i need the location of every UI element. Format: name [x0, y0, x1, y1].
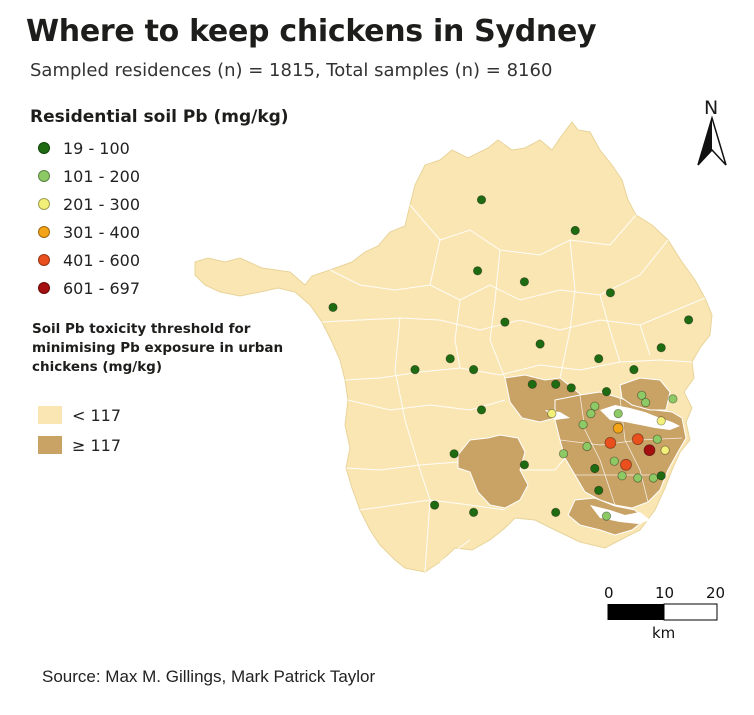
sample-point	[594, 354, 604, 364]
sample-point	[519, 460, 530, 470]
sample-point	[468, 507, 479, 518]
sample-point	[601, 511, 612, 521]
sample-point	[601, 386, 612, 397]
legend-item: 401 - 600	[38, 246, 140, 274]
sample-point	[445, 354, 455, 364]
sample-point	[612, 422, 624, 434]
lga-boundaries	[321, 204, 706, 573]
legend-title: Residential soil Pb (mg/kg)	[30, 107, 289, 127]
sample-point	[500, 317, 510, 327]
sample-point	[637, 390, 647, 400]
sample-point	[547, 408, 557, 419]
sample-point	[476, 195, 487, 205]
sample-point	[609, 456, 619, 466]
sample-point	[586, 408, 596, 419]
legend-threshold-classes: < 117 ≥ 117	[38, 400, 121, 460]
sample-point	[660, 445, 670, 455]
sample-point	[613, 408, 623, 419]
sample-point	[551, 507, 561, 518]
scale-tick-10: 10	[655, 584, 675, 602]
sample-point	[594, 485, 604, 495]
sample-point	[640, 397, 651, 408]
sample-point	[535, 339, 545, 349]
map-title: Where to keep chickens in Sydney	[26, 14, 597, 49]
sample-point	[570, 225, 580, 236]
sample-point	[648, 473, 659, 483]
sample-point	[656, 343, 666, 353]
legend-label: 201 - 300	[63, 194, 141, 214]
sample-point	[590, 463, 600, 474]
legend-item: 101 - 200	[38, 162, 140, 190]
legend-dot-icon	[38, 142, 50, 154]
sample-point	[476, 405, 487, 415]
sample-point	[578, 419, 588, 430]
legend-item: 601 - 697	[38, 274, 140, 302]
legend-dot-icon	[38, 254, 50, 266]
north-arrow-icon	[697, 115, 727, 166]
sample-point	[566, 383, 576, 393]
legend-item: ≥ 117	[38, 430, 121, 460]
sample-point	[604, 436, 617, 449]
sample-point	[519, 277, 530, 287]
sample-point	[558, 449, 569, 459]
scale-tick-20: 20	[706, 584, 726, 602]
sample-point	[449, 449, 459, 459]
sample-point	[617, 471, 627, 481]
legend-label: 101 - 200	[63, 166, 141, 186]
legend-label: 601 - 697	[63, 278, 141, 298]
legend-label: 401 - 600	[63, 250, 141, 270]
sample-points	[328, 195, 694, 521]
scale-unit: km	[652, 624, 676, 642]
sample-point	[527, 379, 537, 389]
sample-point	[468, 364, 479, 375]
sample-point	[605, 288, 616, 298]
sample-point	[551, 379, 561, 389]
sample-point	[590, 401, 600, 411]
sample-point	[429, 500, 440, 510]
legend-dot-icon	[38, 170, 50, 182]
legend-item: 301 - 400	[38, 218, 140, 246]
scale-bar	[607, 603, 718, 621]
sample-point	[631, 433, 644, 446]
legend-dot-icon	[38, 282, 50, 294]
scale-tick-0: 0	[604, 584, 614, 602]
legend-swatch-icon	[38, 436, 62, 454]
legend-dot-icon	[38, 226, 50, 238]
legend-swatch-icon	[38, 406, 62, 424]
sample-point	[633, 473, 643, 483]
legend-item: 19 - 100	[38, 134, 140, 162]
legend-label: < 117	[72, 405, 122, 425]
legend-label: 19 - 100	[63, 138, 130, 158]
legend-label: ≥ 117	[72, 435, 122, 455]
sample-point	[620, 458, 632, 471]
sample-point	[629, 364, 639, 375]
legend-item: < 117	[38, 400, 121, 430]
source-credit: Source: Max M. Gillings, Mark Patrick Ta…	[42, 667, 376, 686]
legend-dot-icon	[38, 198, 50, 210]
sample-point	[683, 315, 694, 325]
legend-pb-classes: 19 - 100 101 - 200 201 - 300 301 - 400 4…	[38, 134, 140, 302]
sample-point	[643, 444, 656, 457]
legend-label: 301 - 400	[63, 222, 141, 242]
legend-item: 201 - 300	[38, 190, 140, 218]
threshold-legend-title: Soil Pb toxicity threshold for minimisin…	[32, 321, 284, 375]
sample-point	[656, 416, 666, 426]
sample-point	[410, 364, 420, 375]
sample-point	[582, 441, 592, 452]
map-region-above-threshold	[457, 434, 529, 509]
sample-point	[652, 434, 662, 444]
sample-point	[328, 302, 338, 312]
sample-point	[472, 266, 483, 276]
sample-point	[668, 394, 678, 404]
map-subtitle: Sampled residences (n) = 1815, Total sam…	[30, 60, 553, 81]
north-label: N	[704, 97, 719, 119]
sample-point	[656, 471, 666, 481]
